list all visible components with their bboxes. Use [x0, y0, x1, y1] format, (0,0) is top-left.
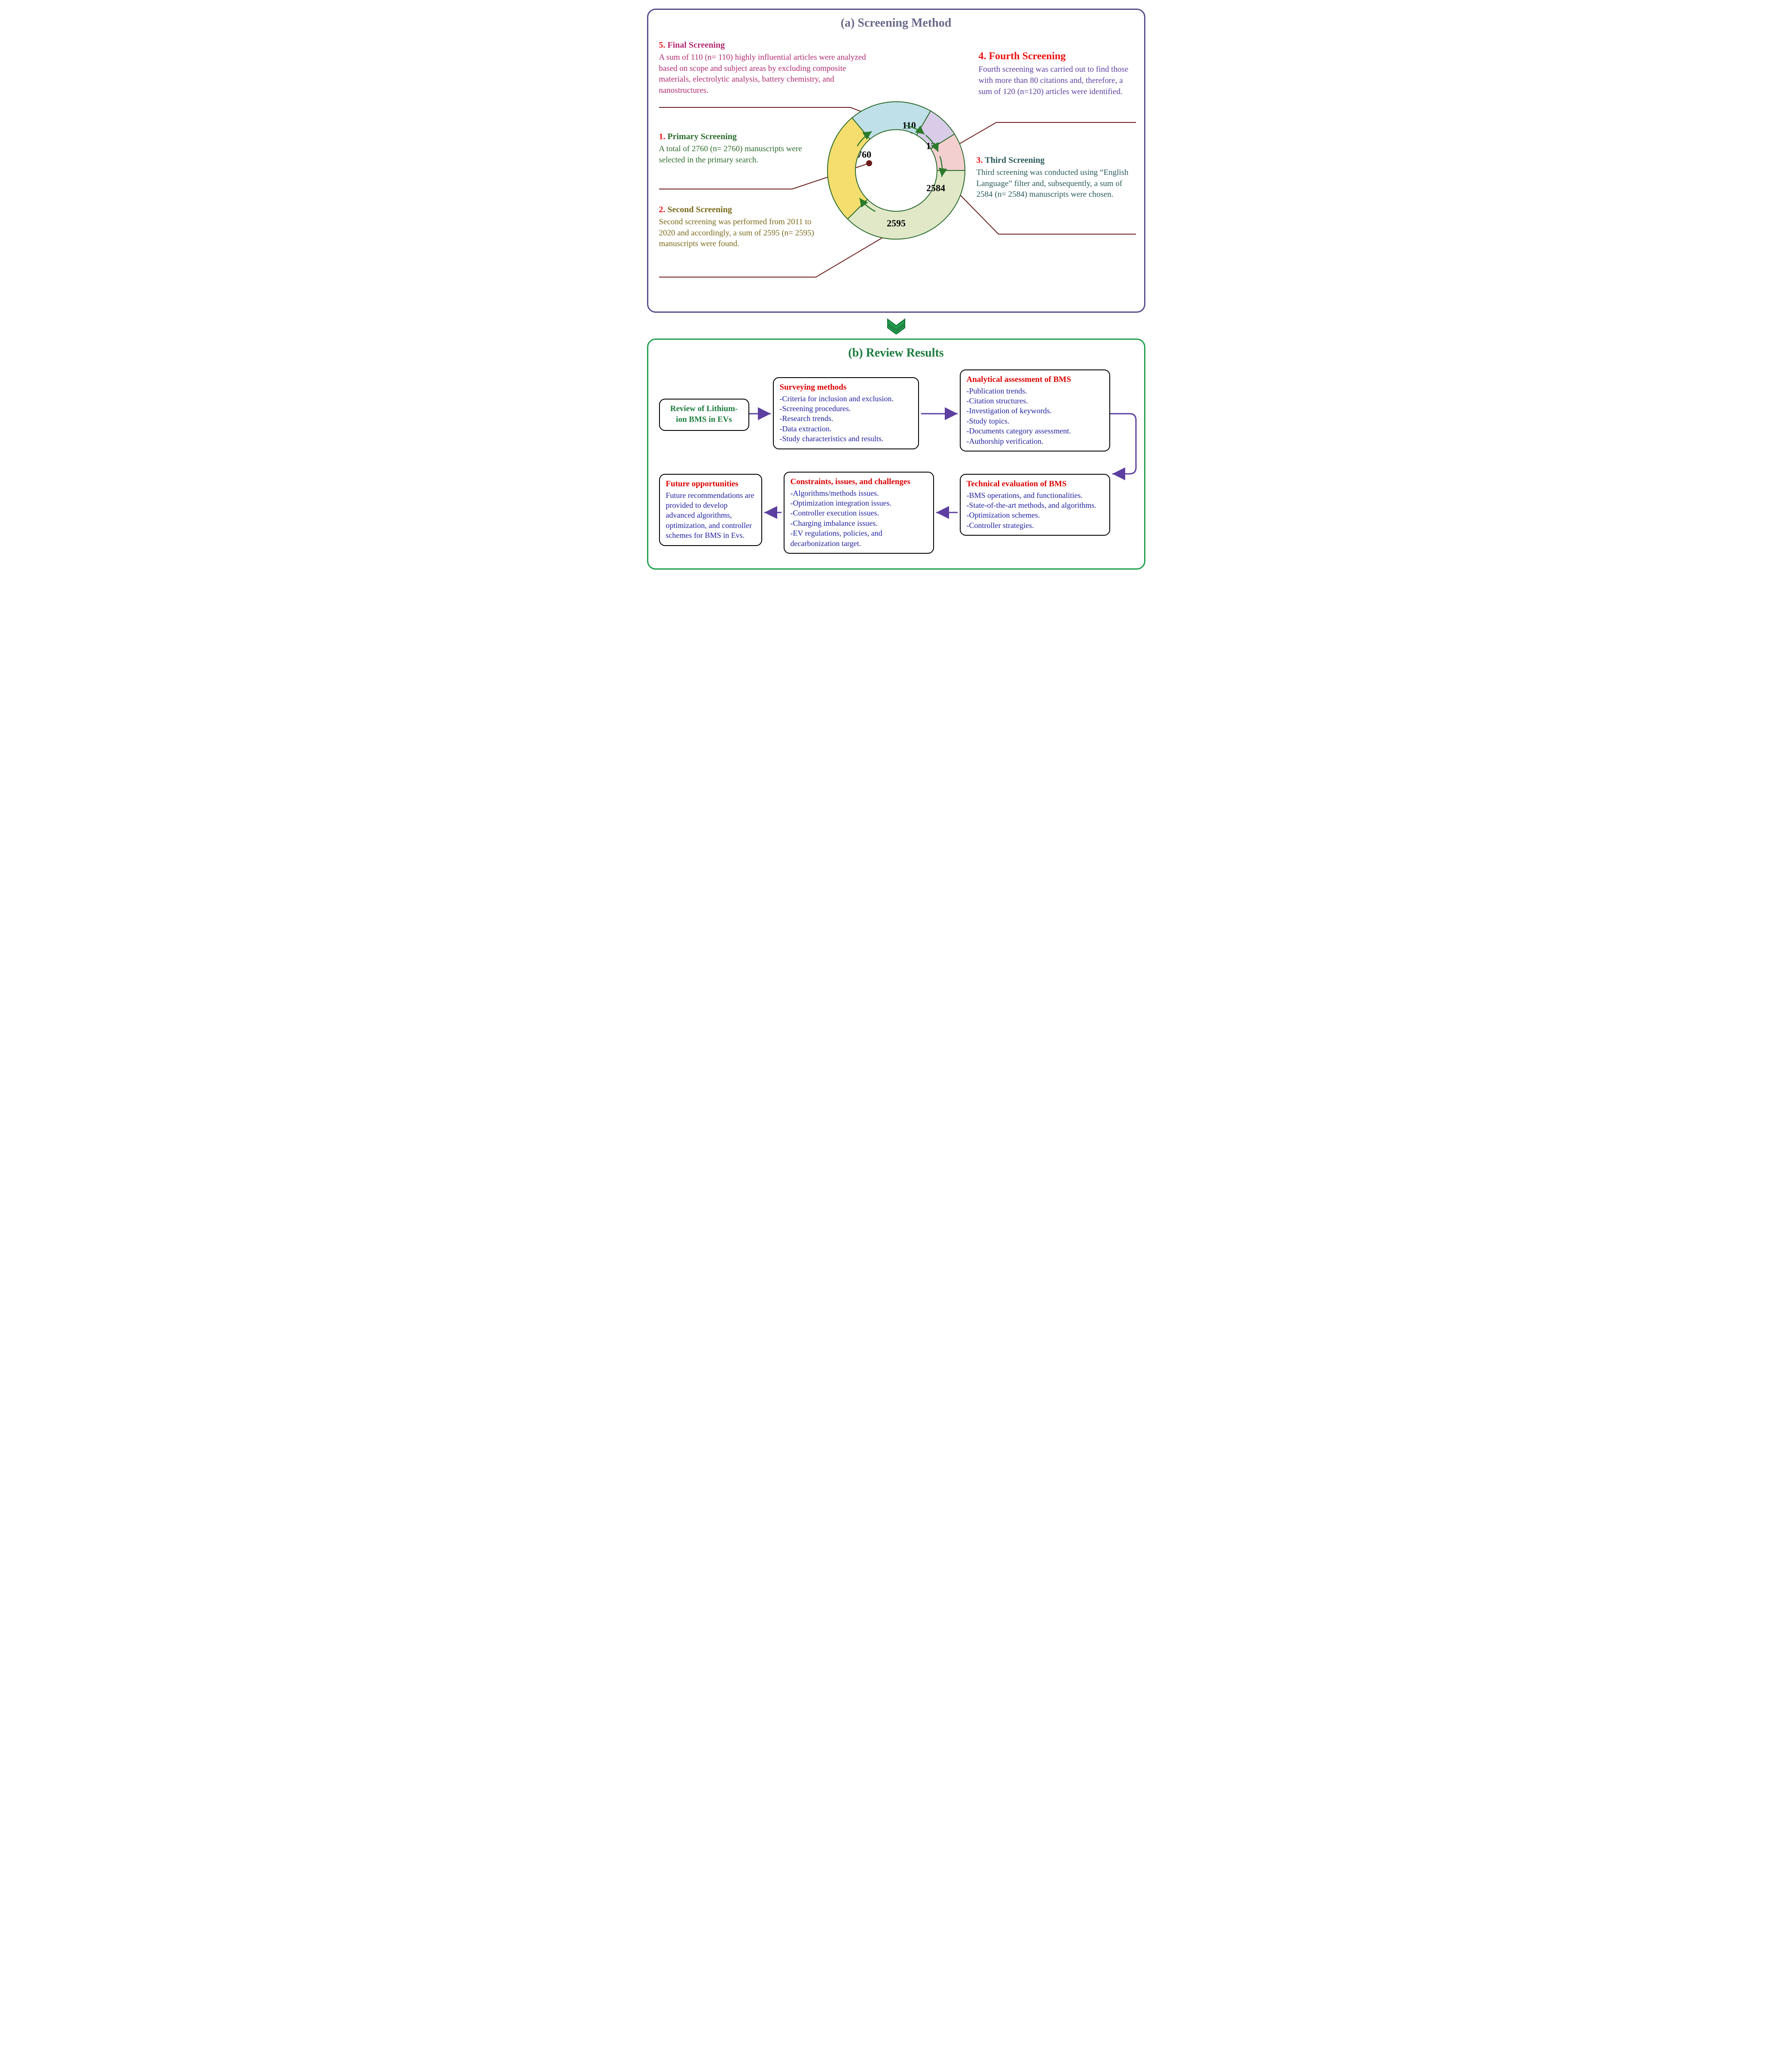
box-analytical: Analytical assessment of BMS -Publicatio… [960, 369, 1110, 451]
down-chevron-icon [885, 317, 907, 334]
box-review: Review of Lithium-ion BMS in EVs [659, 399, 749, 431]
box-surveying-body: -Criteria for inclusion and exclusion.-S… [780, 394, 912, 444]
box-constraints: Constraints, issues, and challenges -Alg… [784, 472, 934, 554]
box-future-body: Future recommendations are provided to d… [666, 491, 755, 541]
screening-layout: 5. Final Screening A sum of 110 (n= 110)… [659, 34, 1133, 301]
box-future: Future opportunities Future recommendati… [659, 474, 762, 546]
panel-b-title: (b) Review Results [659, 346, 1133, 360]
box-technical: Technical evaluation of BMS -BMS operati… [960, 474, 1110, 536]
box-review-title: Review of Lithium-ion BMS in EVs [666, 404, 742, 425]
donut-label-third: 2584 [926, 183, 945, 193]
box-analytical-body: -Publication trends.-Citation structures… [967, 386, 1103, 446]
box-constraints-body: -Algorithms/methods issues.-Optimization… [791, 488, 927, 549]
box-future-title: Future opportunities [666, 479, 755, 490]
donut-chart: 276025952584120110 [823, 98, 969, 244]
panel-review-results: (b) Review Results Review of Lithium-ion… [647, 339, 1145, 570]
donut-svg: 276025952584120110 [823, 98, 969, 244]
box-surveying: Surveying methods -Criteria for inclusio… [773, 377, 919, 449]
box-analytical-title: Analytical assessment of BMS [967, 375, 1103, 385]
donut-label-final: 110 [902, 120, 916, 131]
donut-label-second: 2595 [887, 218, 906, 229]
panel-screening-method: (a) Screening Method 5. Final Screening … [647, 9, 1145, 313]
box-technical-body: -BMS operations, and functionalities.-St… [967, 491, 1103, 531]
box-technical-title: Technical evaluation of BMS [967, 479, 1103, 490]
panel-a-title: (a) Screening Method [659, 16, 1133, 30]
results-layout: Review of Lithium-ion BMS in EVs Surveyi… [659, 364, 1133, 558]
box-surveying-title: Surveying methods [780, 382, 912, 393]
box-constraints-title: Constraints, issues, and challenges [791, 477, 927, 488]
